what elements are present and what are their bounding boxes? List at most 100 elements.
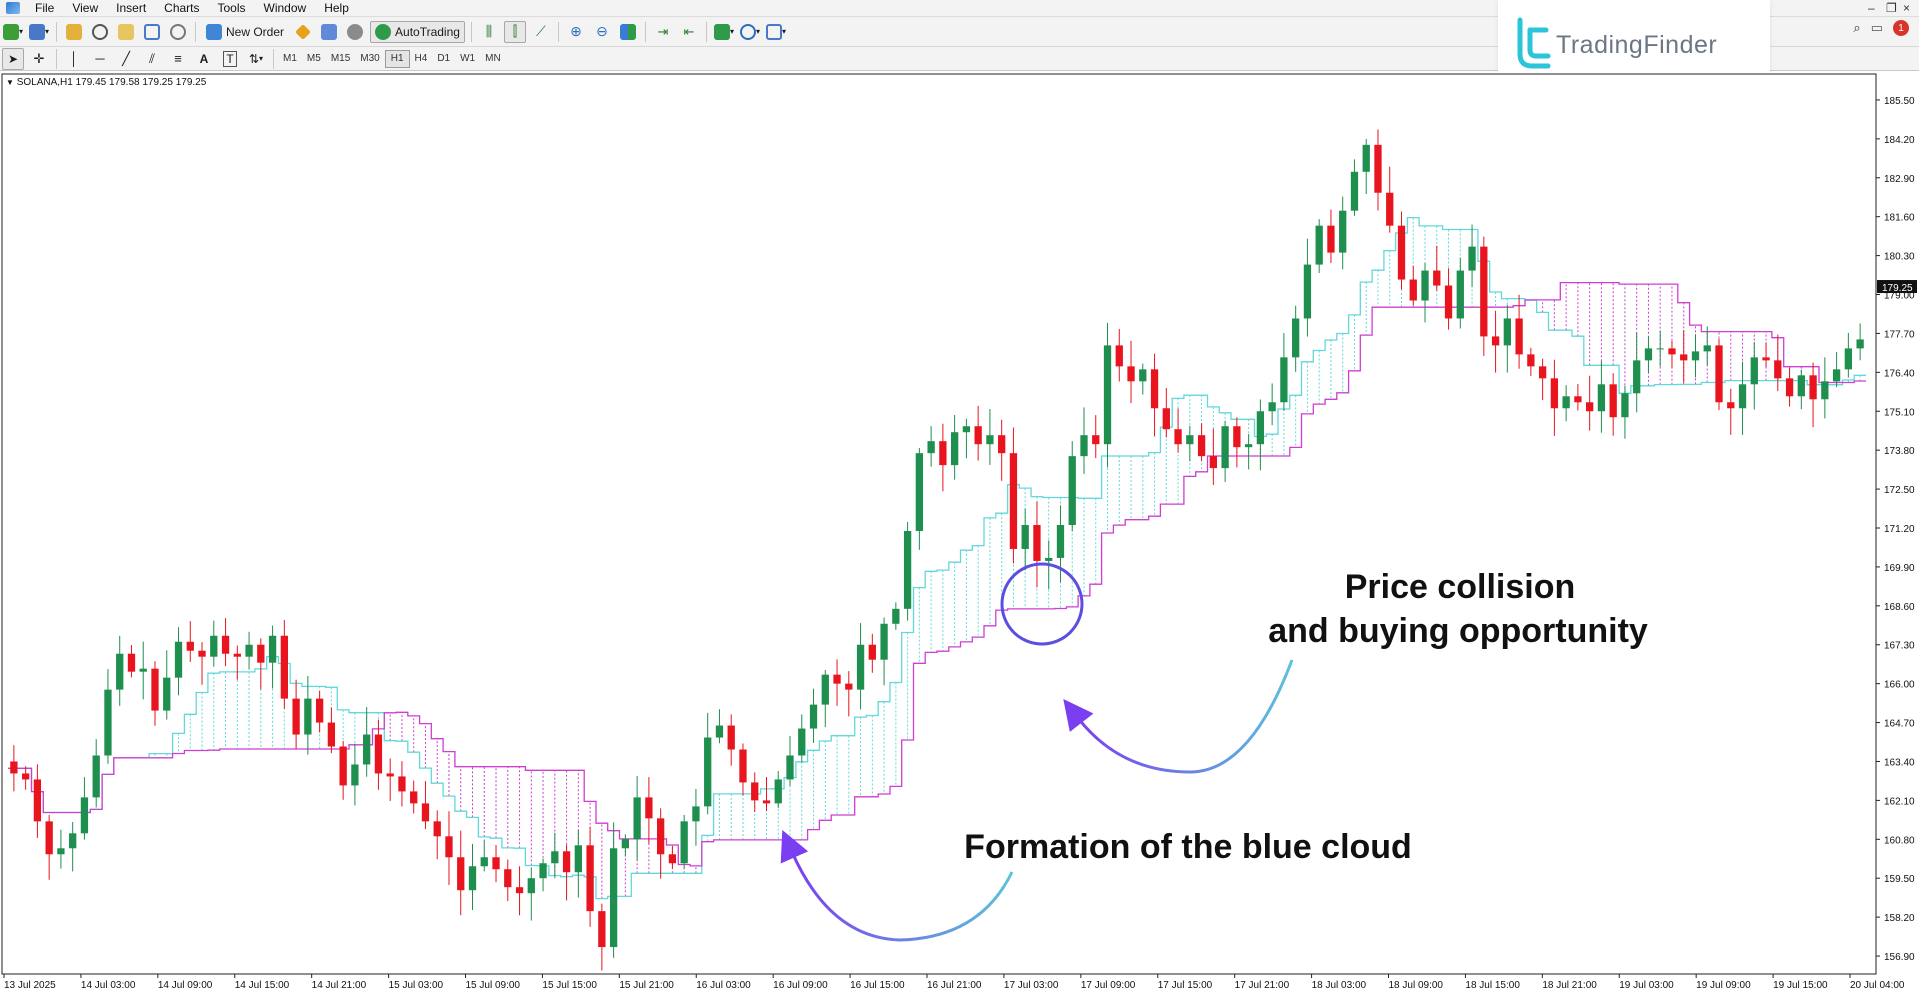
candle-body — [715, 725, 724, 738]
signals-button[interactable] — [318, 21, 340, 43]
timeframe-m30[interactable]: M30 — [360, 53, 380, 64]
chart-window[interactable]: 185.50 184.20 182.90 181.60 180.30 179.00 177.… — [0, 72, 1919, 996]
candle-body — [1209, 456, 1217, 469]
price-tick-label: 179.00 — [1884, 291, 1915, 302]
strategy-tester-button[interactable] — [167, 21, 189, 43]
price-tick-label: 176.40 — [1884, 368, 1915, 379]
autoscroll-button[interactable]: ⇤ — [678, 21, 700, 43]
candle-body — [903, 530, 912, 609]
templates-button[interactable]: ▾ — [765, 21, 787, 43]
menu-view[interactable]: View — [72, 0, 99, 15]
timeframe-mn[interactable]: MN — [485, 53, 501, 64]
purple-cloud-line — [8, 281, 1866, 867]
price-tick-label: 169.90 — [1884, 563, 1915, 574]
menu-insert[interactable]: Insert — [116, 0, 147, 15]
candle-body — [1797, 375, 1805, 397]
new-order-button[interactable]: New Order — [202, 21, 288, 43]
menu-window[interactable]: Window — [263, 0, 307, 15]
candle-body — [1668, 348, 1676, 355]
text-label-button[interactable]: T — [219, 48, 241, 70]
metaeditor-button[interactable] — [292, 21, 314, 43]
cursor-button[interactable]: ➤ — [2, 47, 24, 70]
restore-button[interactable]: ❐ — [1886, 1, 1897, 15]
timeframe-m5[interactable]: M5 — [306, 53, 321, 64]
time-tick-label: 15 Jul 15:00 — [542, 980, 597, 991]
timeframe-w1[interactable]: W1 — [460, 53, 476, 64]
menu-tools[interactable]: Tools — [217, 0, 246, 15]
data-window-button[interactable] — [89, 21, 111, 43]
bar-chart-button[interactable]: ⫼ — [478, 21, 500, 43]
timeframe-h4[interactable]: H4 — [414, 53, 428, 64]
zoom-out-button[interactable]: ⊖ — [591, 21, 613, 43]
tradingfinder-logo-icon — [1517, 17, 1551, 69]
candle-body — [892, 608, 900, 624]
candle-body — [657, 818, 665, 855]
horizontal-line-button[interactable]: ─ — [89, 48, 111, 70]
timeframe-h1[interactable]: H1 — [384, 49, 410, 68]
candle-body — [1068, 456, 1076, 525]
candle-body — [1456, 270, 1464, 319]
candle-body — [998, 435, 1006, 454]
menu-file[interactable]: File — [35, 0, 55, 15]
candle-body — [1550, 378, 1559, 409]
fibonacci-button[interactable]: ≡ — [167, 48, 189, 70]
navigator-button[interactable] — [115, 21, 137, 43]
candlestick-button[interactable]: ⫿ — [503, 20, 526, 43]
minimize-button[interactable]: – — [1868, 1, 1875, 15]
profiles-button[interactable]: ▾ — [28, 21, 50, 43]
chart-menu-icon[interactable]: ▼ — [6, 78, 14, 87]
vertical-line-button[interactable]: │ — [63, 48, 85, 70]
candle-body — [151, 668, 159, 711]
plot-frame — [1, 73, 1877, 975]
price-tick-label: 173.80 — [1884, 446, 1915, 457]
terminal-button[interactable] — [141, 21, 163, 43]
menu-charts[interactable]: Charts — [164, 0, 200, 15]
close-button[interactable]: × — [1903, 1, 1911, 15]
chart-shift-button[interactable]: ⇥ — [652, 21, 674, 43]
timeframe-d1[interactable]: D1 — [437, 53, 451, 64]
market-watch-button[interactable] — [63, 21, 85, 43]
candle-body — [845, 683, 853, 690]
search-icon[interactable]: ⌕ — [1853, 20, 1861, 35]
chart-shift-icon: ⇥ — [657, 23, 669, 39]
new-chart-button[interactable]: ▾ — [2, 21, 24, 43]
candle-body — [1538, 366, 1547, 379]
price-axis: 185.50 184.20 182.90 181.60 180.30 179.00 177.… — [1, 73, 1917, 975]
candle-body — [1268, 402, 1276, 412]
candle-body — [504, 869, 512, 888]
line-chart-button[interactable]: ⟋ — [530, 21, 552, 43]
timeframe-m15[interactable]: M15 — [330, 53, 351, 64]
candle-body — [198, 650, 206, 657]
trendline-button[interactable]: ╱ — [115, 48, 137, 70]
time-tick-label: 20 Jul 04:00 — [1850, 980, 1905, 991]
zoom-in-button[interactable]: ⊕ — [565, 21, 587, 43]
candle-body — [1715, 345, 1723, 403]
candle-body — [974, 426, 982, 445]
candle-body — [1727, 402, 1735, 409]
arrows-button[interactable]: ⇅ ▾ — [245, 48, 267, 70]
price-chart[interactable]: 185.50 184.20 182.90 181.60 180.30 179.00 177.… — [0, 72, 1919, 996]
autotrading-button[interactable]: AutoTrading — [370, 20, 465, 43]
blue-cloud-line — [8, 216, 1866, 900]
timeframe-m1[interactable]: M1 — [283, 53, 297, 64]
price-tick-label: 158.20 — [1884, 913, 1915, 924]
candle-body — [621, 839, 630, 849]
candle-body — [1397, 225, 1406, 280]
tile-windows-button[interactable] — [617, 21, 639, 43]
time-tick-label: 13 Jul 2025 — [4, 980, 56, 991]
text-button[interactable]: A — [193, 48, 215, 70]
notification-badge[interactable]: 1 — [1893, 20, 1909, 36]
channel-button[interactable]: ⫽ — [141, 48, 163, 70]
candle-body — [398, 776, 406, 792]
candle-body — [433, 821, 441, 837]
crosshair-button[interactable]: ✛ — [28, 48, 50, 70]
candle-body — [33, 779, 42, 822]
periods-button[interactable]: ▾ — [739, 21, 761, 43]
chat-icon[interactable]: ▭ — [1870, 20, 1883, 35]
menu-help[interactable]: Help — [324, 0, 349, 15]
price-tick-label: 185.50 — [1884, 96, 1915, 107]
candle-body — [727, 725, 735, 750]
market-button[interactable] — [344, 21, 366, 43]
indicators-button[interactable]: ▾ — [713, 21, 735, 43]
price-tick-label: 163.40 — [1884, 757, 1915, 768]
